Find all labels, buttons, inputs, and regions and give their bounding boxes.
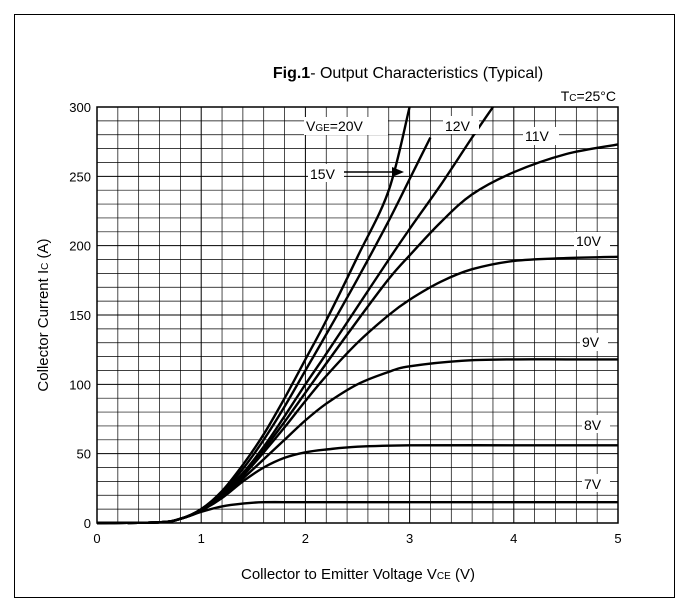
temperature-condition: TC=25°C bbox=[561, 88, 616, 104]
curve-10v bbox=[96, 255, 619, 525]
grid-lines bbox=[96, 106, 619, 524]
label-12v: 12V bbox=[445, 118, 471, 134]
y-tick-label: 150 bbox=[69, 308, 91, 323]
curve-8v bbox=[96, 444, 618, 525]
chart-frame bbox=[14, 14, 675, 598]
y-tick-label: 100 bbox=[69, 377, 91, 392]
label-8v: 8V bbox=[584, 417, 602, 433]
label-15v: 15V bbox=[310, 166, 336, 182]
curve-11v bbox=[96, 143, 619, 525]
y-axis-label: Collector Current IC (A) bbox=[35, 238, 52, 391]
curves bbox=[96, 106, 619, 525]
y-tick-label: 250 bbox=[69, 169, 91, 184]
x-tick-label: 4 bbox=[510, 531, 517, 546]
label-9v: 9V bbox=[582, 334, 600, 350]
y-tick-label: 0 bbox=[84, 516, 91, 531]
series-labels: VGE=20V 12V 11V 15V 10V 9V 8V 7V bbox=[304, 116, 610, 492]
label-7v: 7V bbox=[584, 476, 602, 492]
x-tick-label: 0 bbox=[93, 531, 100, 546]
plot-area-border bbox=[96, 106, 619, 524]
label-11v: 11V bbox=[525, 128, 550, 144]
label-vge-20v: VGE=20V bbox=[306, 118, 364, 134]
label-10v: 10V bbox=[576, 233, 602, 249]
x-tick-label: 5 bbox=[614, 531, 621, 546]
x-tick-label: 1 bbox=[198, 531, 205, 546]
y-tick-label: 300 bbox=[69, 100, 91, 115]
x-tick-label: 3 bbox=[406, 531, 413, 546]
curve-vge-20v bbox=[96, 106, 411, 525]
chart-title: Fig.1- Output Characteristics (Typical) bbox=[273, 65, 543, 82]
chart-title-rest: - Output Characteristics (Typical) bbox=[310, 65, 543, 82]
x-axis-label: Collector to Emitter Voltage VCE (V) bbox=[241, 566, 475, 583]
curve-9v bbox=[96, 358, 618, 525]
y-tick-label: 200 bbox=[69, 239, 91, 254]
x-tick-label: 2 bbox=[302, 531, 309, 546]
chart-title-bold: Fig.1 bbox=[273, 65, 310, 82]
arrow-15v-head bbox=[392, 167, 404, 177]
y-tick-label: 50 bbox=[77, 447, 91, 462]
